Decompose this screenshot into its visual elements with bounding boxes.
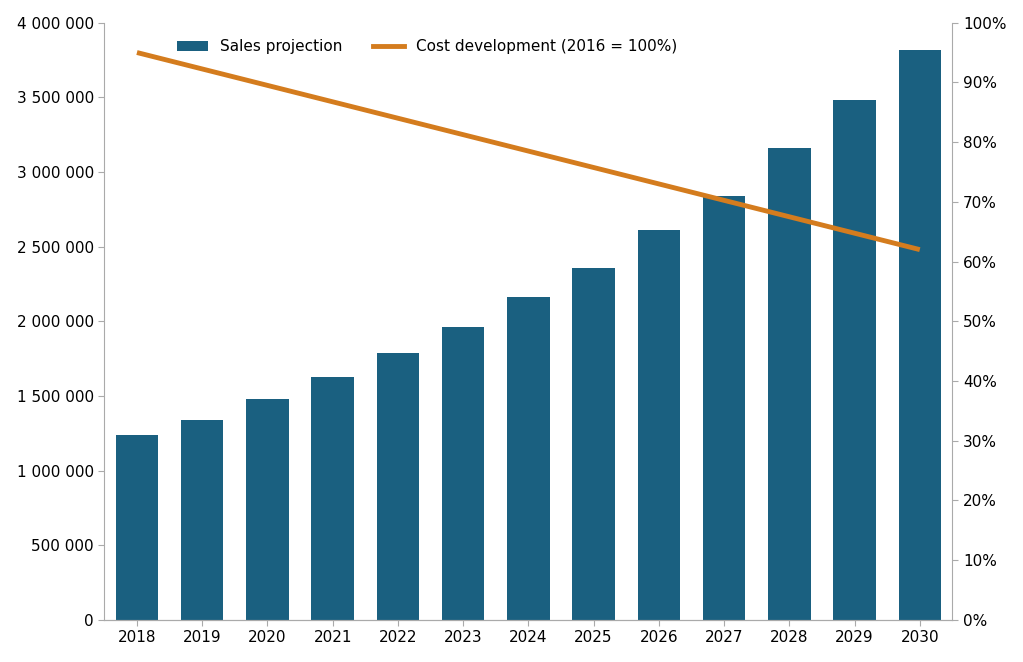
Bar <box>376 353 419 620</box>
Bar <box>247 399 288 620</box>
Bar <box>768 148 810 620</box>
Bar <box>507 297 549 620</box>
Bar <box>834 101 876 620</box>
Bar <box>637 230 680 620</box>
Bar <box>703 196 746 620</box>
Bar <box>573 267 615 620</box>
Bar <box>442 327 484 620</box>
Bar <box>116 435 159 620</box>
Bar <box>898 50 941 620</box>
Bar <box>181 420 223 620</box>
Legend: Sales projection, Cost development (2016 = 100%): Sales projection, Cost development (2016… <box>171 33 683 60</box>
Bar <box>311 377 354 620</box>
